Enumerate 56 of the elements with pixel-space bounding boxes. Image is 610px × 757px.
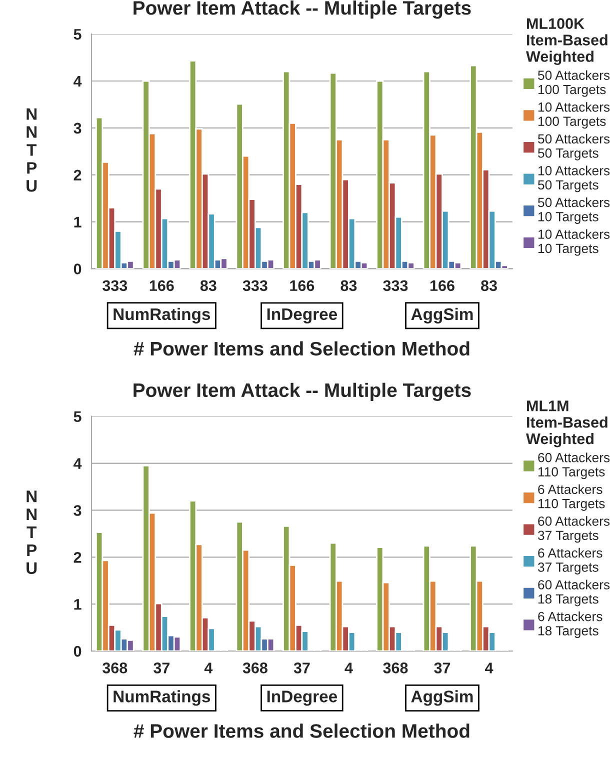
legend-label: 10 Attackers 10 Targets <box>538 229 610 256</box>
legend-label: 50 Attackers 10 Targets <box>538 197 610 224</box>
x-tick-label: 4 <box>204 662 213 674</box>
chart-title: Power Item Attack -- Multiple Targets <box>134 0 471 19</box>
y-tick-label: 0 <box>74 264 82 274</box>
x-axis-title: # Power Items and Selection Method <box>134 724 470 738</box>
x-tick-label: 4 <box>344 662 353 674</box>
legend-title: ML100K Item-Based Weighted <box>526 18 608 65</box>
text: AggSim <box>411 690 473 706</box>
y-tick-label: 2 <box>74 552 82 563</box>
y-tick-label: 5 <box>74 411 82 422</box>
y-tick-label: 1 <box>74 216 82 228</box>
x-tick-label: 333 <box>242 280 268 292</box>
legend-label: 6 Attackers 18 Targets <box>538 612 602 638</box>
x-tick-label: 83 <box>340 280 357 292</box>
legend-label: 6 Attackers 37 Targets <box>538 548 602 574</box>
text: AggSim <box>411 308 473 324</box>
x-tick-label: 368 <box>102 662 128 674</box>
y-tick-label: 4 <box>74 458 82 469</box>
x-tick-label: 166 <box>150 280 174 292</box>
y-tick-label: 1 <box>74 599 82 610</box>
x-tick-label: 368 <box>383 662 408 674</box>
y-tick-label: 2 <box>74 170 82 180</box>
y-tick-label: 5 <box>74 29 82 40</box>
text: InDegree <box>267 308 338 324</box>
legend-label: 50 Attackers 50 Targets <box>538 134 610 160</box>
legend-label: 10 Attackers 100 Targets <box>538 102 610 129</box>
x-tick-label: 333 <box>383 280 408 292</box>
x-tick-label: 166 <box>290 280 314 292</box>
x-tick-label: 37 <box>154 662 170 674</box>
x-tick-label: 166 <box>430 280 454 292</box>
x-tick-label: 4 <box>485 662 494 674</box>
chart-title: Power Item Attack -- Multiple Targets <box>134 382 471 402</box>
x-tick-label: 37 <box>434 662 450 674</box>
legend-label: 6 Attackers 110 Targets <box>538 484 605 511</box>
x-axis-title: # Power Items and Selection Method <box>134 341 470 356</box>
y-axis-title: NNTPU <box>26 490 37 574</box>
text: InDegree <box>267 690 338 706</box>
legend-title: ML1M Item-Based Weighted <box>526 400 608 448</box>
legend-label: 60 Attackers 18 Targets <box>538 580 610 606</box>
x-tick-label: 37 <box>294 662 310 674</box>
legend-label: 60 Attackers 37 Targets <box>538 516 610 543</box>
legend-label: 10 Attackers 50 Targets <box>538 166 610 192</box>
y-tick-label: 3 <box>74 122 82 134</box>
y-tick-label: 0 <box>74 646 82 657</box>
x-tick-label: 333 <box>102 280 128 292</box>
y-axis-title: NNTPU <box>26 108 37 192</box>
y-tick-label: 3 <box>74 505 82 516</box>
x-tick-label: 83 <box>481 280 497 292</box>
text: NumRatings <box>114 690 210 706</box>
text: NumRatings <box>114 308 210 324</box>
x-tick-label: 83 <box>200 280 216 292</box>
y-tick-label: 4 <box>74 76 82 87</box>
x-tick-label: 368 <box>242 662 268 674</box>
legend-label: 60 Attackers 110 Targets <box>538 452 610 480</box>
legend-label: 50 Attackers 100 Targets <box>538 70 610 97</box>
